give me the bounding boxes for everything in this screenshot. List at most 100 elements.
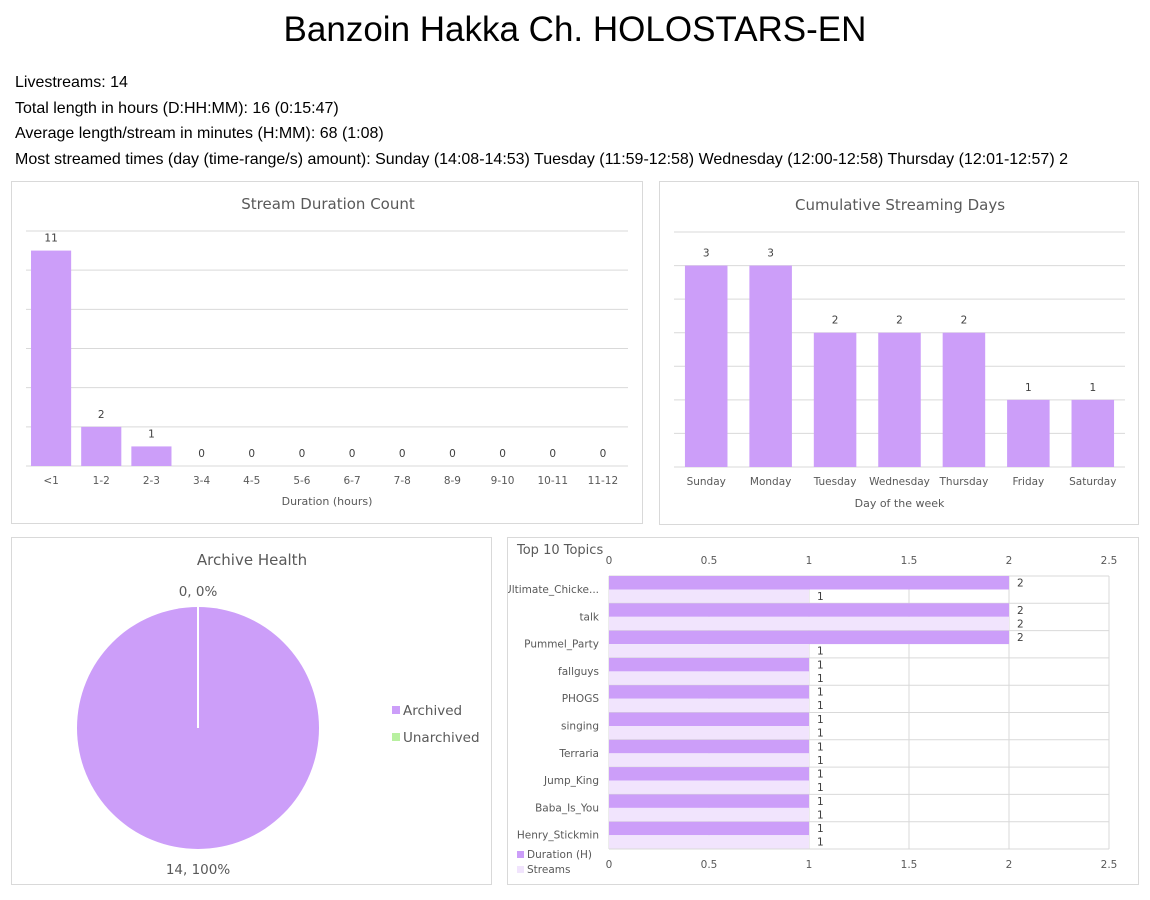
x-tick-label: Wednesday (869, 476, 930, 488)
bar-streams-4 (609, 671, 809, 685)
data-label: 0 (248, 448, 255, 460)
y-category-label: talk (579, 611, 599, 623)
data-label: 1 (817, 769, 824, 781)
legend-label: Unarchived (403, 730, 480, 746)
x-tick-label: 4-5 (243, 475, 260, 487)
bar-duration-4 (609, 657, 809, 672)
x-tick-label: Friday (1012, 476, 1044, 488)
bar-streams-1 (609, 589, 809, 603)
x-tick-label: 2-3 (143, 475, 160, 487)
data-label: 1 (817, 728, 824, 740)
x-tick-label-bottom: 0.5 (701, 859, 718, 871)
chart-title: Cumulative Streaming Days (795, 196, 1005, 214)
y-category-label: Pummel_Party (524, 639, 599, 651)
x-tick-label: 6-7 (344, 475, 361, 487)
legend-label: Archived (403, 703, 462, 719)
duration-count-panel: Stream Duration Count 11 <1 2 1-2 1 2-3 0 3-4 0 4-… (11, 181, 643, 524)
data-label: 0 (499, 448, 506, 460)
top-topics-chart: Top 10 Topics000.50.5111.51.5222.52.5Ult… (508, 543, 1118, 876)
data-label: 0 (349, 448, 356, 460)
data-label: 11 (44, 233, 57, 245)
data-label: 3 (767, 248, 774, 260)
data-label: 0 (299, 448, 306, 460)
x-tick-label-bottom: 2.5 (1101, 859, 1118, 871)
x-tick-label-bottom: 1.5 (901, 859, 918, 871)
legend-swatch (517, 851, 524, 858)
bar-streams-9 (609, 807, 809, 822)
data-label: 0 (198, 448, 205, 460)
bar-duration-9 (609, 794, 809, 808)
bar-duration-3 (609, 630, 1009, 645)
bar-duration-8 (609, 767, 809, 781)
x-tick-label: <1 (43, 475, 58, 487)
data-label: 1 (817, 741, 824, 753)
x-tick-label: Saturday (1069, 476, 1116, 488)
y-category-label: fallguys (558, 666, 599, 678)
x-tick-label: 11-12 (588, 475, 619, 487)
data-label: 1 (817, 837, 824, 849)
x-tick-label-top: 0 (606, 555, 613, 567)
data-label: 1 (817, 823, 824, 835)
y-category-label: singing (561, 721, 599, 733)
archive-health-panel: Archive Health 0, 0% 14, 100% Archived Unarc… (11, 537, 492, 885)
x-tick-label-top: 1.5 (901, 555, 918, 567)
x-tick-label: 8-9 (444, 475, 461, 487)
legend-swatch (392, 706, 400, 714)
data-label: 2 (1017, 632, 1024, 644)
data-label: 1 (817, 796, 824, 808)
data-label: 1 (817, 673, 824, 685)
data-label: 1 (817, 646, 824, 658)
data-label: 1 (817, 755, 824, 767)
x-tick-label: 3-4 (193, 475, 210, 487)
data-label: 2 (832, 315, 839, 327)
pie-data-label: 0, 0% (179, 584, 218, 600)
y-category-label: Henry_Stickmin (517, 830, 599, 842)
y-category-label: PHOGS (562, 693, 600, 705)
x-tick-label: 7-8 (394, 475, 411, 487)
y-category-label: Terraria (558, 748, 599, 760)
bar-streams-8 (609, 780, 809, 795)
pie-data-label: 14, 100% (166, 862, 231, 878)
x-tick-label-top: 2.5 (1101, 555, 1118, 567)
legend-label: Duration (H) (527, 849, 592, 861)
page-title: Banzoin Hakka Ch. HOLOSTARS-EN (283, 10, 867, 49)
bar-5 (942, 332, 986, 467)
x-tick-label-bottom: 2 (1006, 859, 1013, 871)
data-label: 2 (896, 315, 903, 327)
x-tick-label: 9-10 (491, 475, 515, 487)
data-label: 1 (817, 659, 824, 671)
chart-title: Top 10 Topics (516, 543, 603, 558)
streaming-days-panel: Cumulative Streaming Days 3 Sunday 3 Monday 2… (659, 181, 1139, 525)
data-label: 1 (1025, 382, 1032, 394)
data-label: 1 (817, 714, 824, 726)
data-label: 1 (1089, 382, 1096, 394)
bar-duration-7 (609, 739, 809, 754)
x-tick-label-bottom: 1 (806, 859, 813, 871)
data-label: 2 (98, 409, 105, 421)
duration-count-chart: Stream Duration Count 11 <1 2 1-2 1 2-3 0 3-4 0 4-… (26, 195, 628, 508)
bar-3 (131, 446, 172, 466)
bar-duration-6 (609, 712, 809, 726)
chart-title: Archive Health (197, 551, 307, 569)
stat-livestreams: Livestreams: 14 (15, 74, 128, 91)
streaming-days-chart: Cumulative Streaming Days 3 Sunday 3 Monday 2… (674, 196, 1125, 510)
chart-title: Stream Duration Count (241, 195, 415, 213)
y-category-label: Baba_Is_You (535, 802, 599, 814)
data-label: 2 (961, 315, 968, 327)
x-tick-label: Sunday (687, 476, 726, 488)
bar-streams-5 (609, 698, 809, 713)
stat-average-length: Average length/stream in minutes (H:MM):… (15, 125, 384, 142)
bar-1 (684, 265, 728, 467)
bar-streams-7 (609, 753, 809, 767)
bar-duration-2 (609, 603, 1009, 617)
legend-swatch (517, 866, 524, 873)
stat-total-length: Total length in hours (D:HH:MM): 16 (0:1… (15, 99, 339, 117)
x-tick-label: Monday (750, 476, 791, 488)
data-label: 1 (817, 782, 824, 794)
x-tick-label: Thursday (939, 476, 989, 488)
data-label: 1 (148, 428, 155, 440)
bar-duration-1 (609, 576, 1009, 590)
data-label: 3 (703, 248, 710, 260)
x-tick-label-top: 0.5 (701, 555, 718, 567)
x-axis-title: Duration (hours) (282, 495, 373, 508)
